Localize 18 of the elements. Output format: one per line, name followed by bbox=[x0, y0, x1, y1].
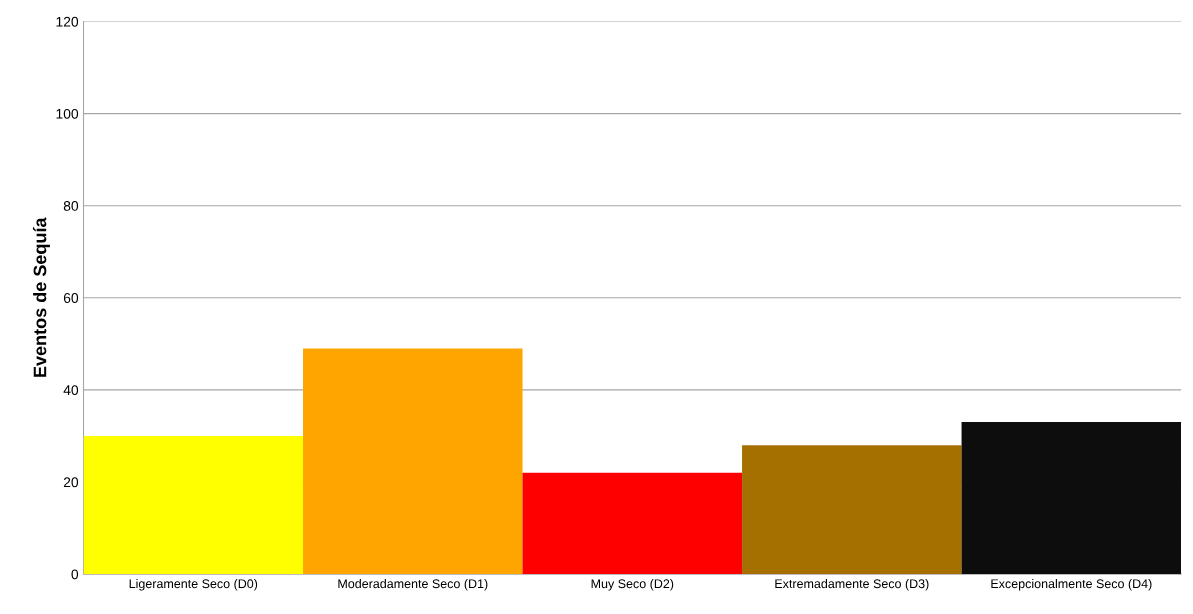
y-tick-label: 80 bbox=[63, 201, 79, 211]
y-tick-label: 40 bbox=[63, 385, 79, 396]
bar bbox=[303, 348, 523, 575]
bar bbox=[961, 422, 1182, 575]
y-tick-label: 0 bbox=[71, 569, 79, 580]
bar bbox=[83, 435, 304, 575]
y-axis-title: Eventos de Sequía bbox=[32, 217, 50, 377]
x-tick-label: Excepcionalmente Seco (D4) bbox=[991, 578, 1152, 591]
x-tick-label: Moderadamente Seco (D1) bbox=[338, 578, 488, 591]
y-tick-label: 20 bbox=[63, 477, 79, 488]
x-tick-label: Extremadamente Seco (D3) bbox=[775, 578, 929, 591]
bar bbox=[742, 445, 962, 575]
x-tick-label: Ligeramente Seco (D0) bbox=[129, 578, 258, 591]
y-tick-label: 100 bbox=[56, 108, 79, 119]
y-tick-label: 60 bbox=[63, 293, 79, 303]
bar bbox=[522, 472, 743, 575]
y-tick-label: 120 bbox=[56, 16, 79, 27]
x-tick-label: Muy Seco (D2) bbox=[591, 578, 674, 591]
